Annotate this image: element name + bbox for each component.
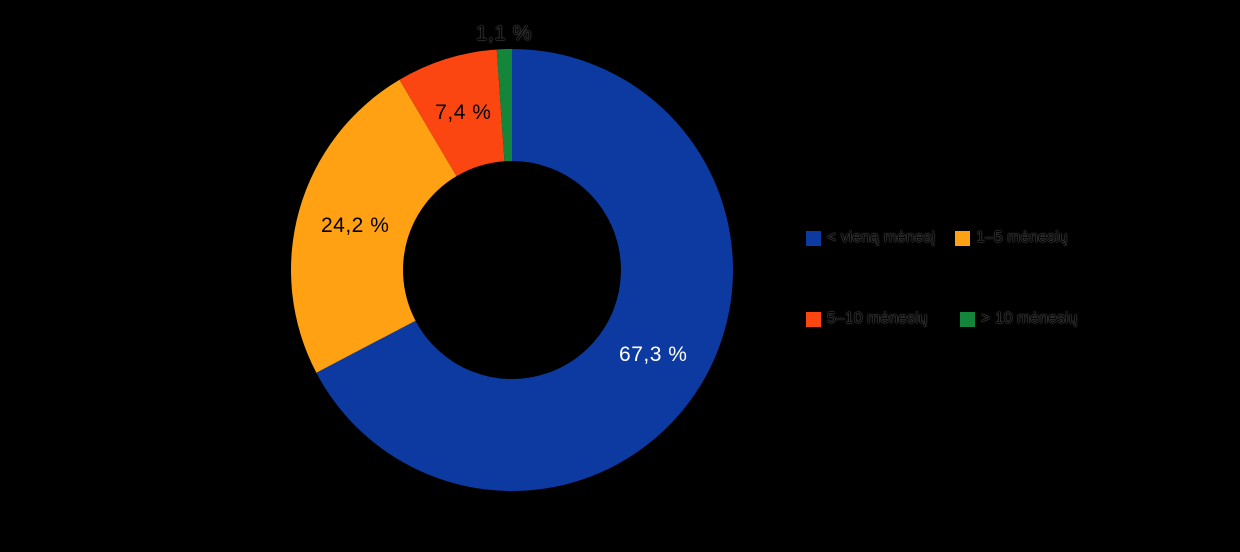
legend-item-over-10-months: > 10 mėnesių	[960, 310, 1078, 328]
legend-swatch-blue	[806, 230, 821, 246]
pie-slice-1	[290, 79, 457, 373]
legend-label: > 10 mėnesių	[981, 310, 1078, 327]
data-label-slice-2: 7,4 %	[435, 101, 492, 125]
legend-item-1-5-months: 1–5 mėnesių	[955, 229, 1068, 247]
pie-slice-0	[316, 49, 734, 492]
data-label-slice-3: 1,1 %	[475, 22, 532, 46]
pie-slice-3	[496, 49, 512, 162]
pie-slice-2	[399, 49, 505, 177]
data-label-slice-1: 24,2 %	[320, 213, 390, 237]
legend-swatch-green	[960, 311, 975, 327]
legend-label: < vieną mėnesį	[827, 229, 936, 246]
data-label-slice-0: 67,3 %	[619, 343, 688, 367]
legend-swatch-orange	[955, 230, 970, 246]
legend-label: 5–10 mėnesių	[827, 310, 928, 327]
legend-item-under-1-month: < vieną mėnesį	[806, 229, 935, 247]
legend-item-5-10-months: 5–10 mėnesių	[806, 310, 928, 328]
legend-swatch-red	[806, 311, 821, 327]
legend-label: 1–5 mėnesių	[976, 229, 1068, 246]
